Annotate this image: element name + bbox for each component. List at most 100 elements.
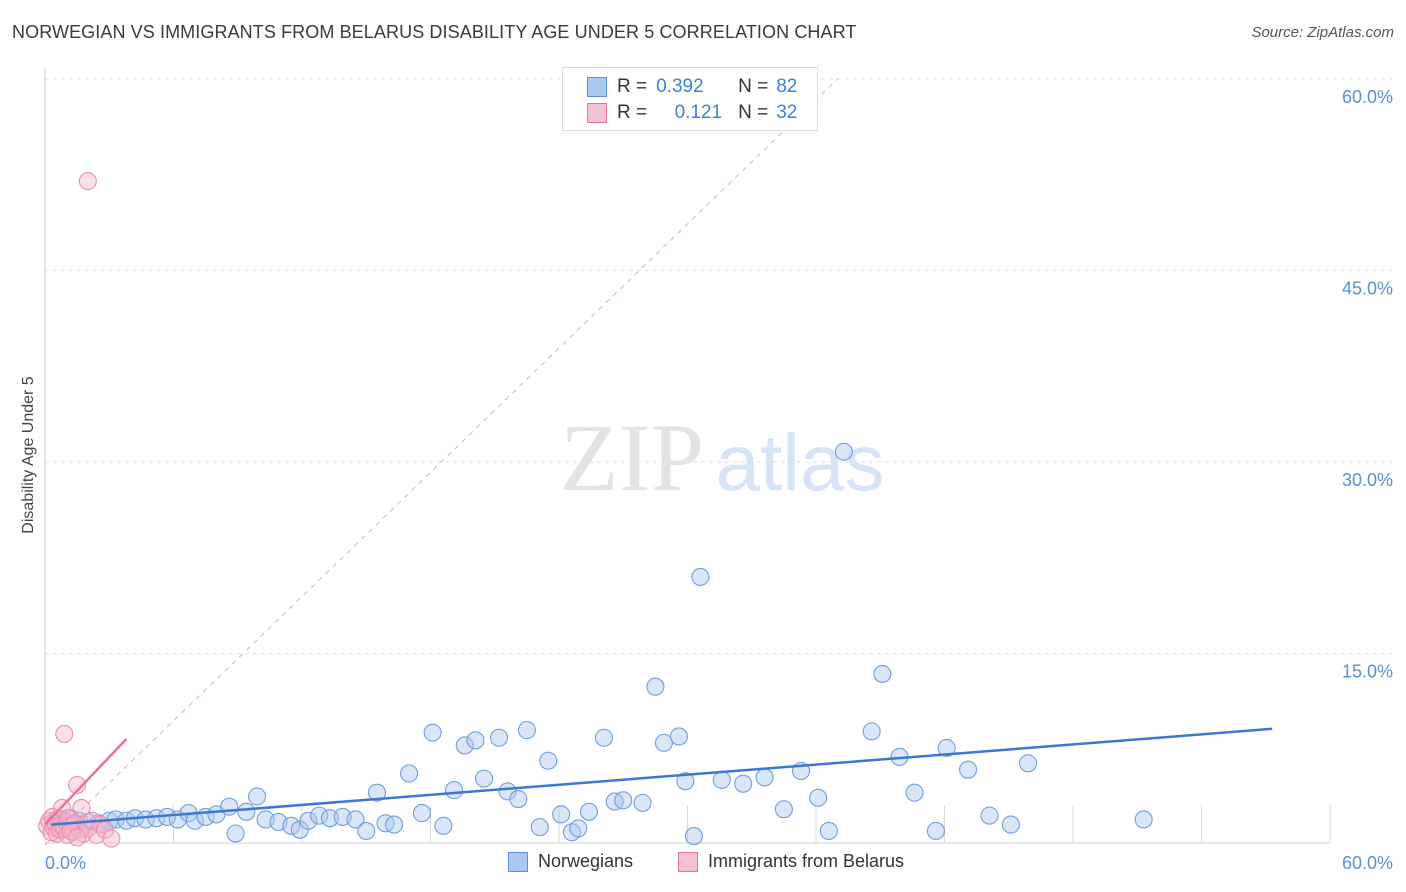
point-norwegians (755, 768, 774, 787)
point-norwegians (346, 810, 365, 829)
point-norwegians (774, 800, 793, 819)
point-belarus (78, 172, 97, 191)
watermark-zip: ZIP (560, 404, 704, 511)
point-norwegians (691, 567, 710, 586)
point-norwegians (1018, 754, 1038, 773)
point-belarus (68, 828, 87, 847)
bottom-legend: Norwegians Immigrants from Belarus (0, 851, 1406, 879)
y-tick-label: 30.0% (1342, 470, 1393, 490)
point-norwegians (489, 728, 509, 747)
legend-r-label: R = (617, 76, 648, 97)
legend-n-value: 32 (776, 102, 798, 123)
point-norwegians (862, 722, 881, 741)
point-norwegians (320, 809, 339, 828)
legend-row-norwegians: R = 0.392 N = 82 (587, 75, 797, 99)
trend-belarus (44, 738, 128, 826)
bottom-legend-belarus: Immigrants from Belarus (678, 851, 904, 872)
legend-row-belarus: R = 0.121 N = 32 (587, 101, 797, 125)
point-norwegians (423, 723, 442, 742)
point-norwegians (310, 806, 329, 825)
point-norwegians (282, 816, 301, 835)
point-norwegians (357, 821, 376, 841)
point-norwegians (247, 787, 267, 806)
grid-lines (45, 78, 1392, 654)
chart-title: NORWEGIAN VS IMMIGRANTS FROM BELARUS DIS… (12, 22, 857, 42)
point-norwegians (594, 728, 614, 747)
point-norwegians (474, 769, 494, 788)
point-norwegians (1134, 810, 1153, 829)
point-norwegians (385, 815, 404, 834)
point-norwegians (809, 788, 828, 807)
legend-r-value: 0.121 (674, 102, 723, 123)
point-norwegians (226, 824, 245, 843)
point-norwegians (633, 793, 652, 812)
bottom-legend-label: Immigrants from Belarus (708, 851, 905, 871)
legend-n-value: 82 (776, 76, 798, 97)
diagonal-reference (44, 78, 838, 846)
point-norwegians (400, 764, 419, 783)
x-tick-label: 0.0% (45, 853, 86, 873)
tick-labels: 15.0% 30.0% 45.0% 60.0% 0.0% 60.0% (45, 87, 1393, 873)
point-belarus (87, 825, 106, 844)
point-norwegians (237, 802, 256, 821)
point-norwegians (676, 772, 695, 791)
y-tick-label: 15.0% (1342, 662, 1393, 682)
point-norwegians (299, 811, 318, 830)
legend-n-label: N = (738, 102, 769, 123)
y-axis-label: Disability Age Under 5 (20, 376, 37, 534)
point-norwegians (579, 802, 599, 821)
legend-n-label: N = (738, 76, 769, 97)
point-belarus (55, 724, 74, 743)
y-tick-label: 45.0% (1342, 279, 1393, 299)
point-norwegians (905, 783, 924, 802)
point-norwegians (819, 821, 838, 841)
point-norwegians (466, 731, 485, 750)
point-norwegians (654, 733, 673, 752)
point-norwegians (434, 816, 453, 835)
point-norwegians (937, 738, 956, 758)
point-norwegians (980, 806, 999, 825)
point-norwegians (569, 819, 588, 838)
point-norwegians (220, 797, 239, 816)
point-norwegians (646, 677, 665, 696)
legend-r-value: 0.392 (656, 76, 704, 97)
point-belarus (68, 775, 87, 795)
source-label: Source: ZipAtlas.com (1251, 24, 1394, 41)
watermark-atlas: atlas (716, 418, 885, 507)
point-norwegians (455, 736, 474, 755)
legend-swatch-blue (587, 77, 607, 97)
bottom-swatch-pink (678, 851, 698, 872)
point-norwegians (712, 770, 731, 789)
watermark: ZIP atlas (560, 404, 884, 511)
point-norwegians (509, 789, 528, 809)
point-norwegians (834, 442, 853, 461)
point-norwegians (669, 727, 688, 746)
bottom-swatch-blue (508, 851, 528, 872)
bottom-legend-label: Norwegians (538, 851, 634, 871)
point-norwegians (734, 774, 753, 793)
point-norwegians (445, 781, 464, 800)
point-norwegians (684, 827, 703, 846)
point-norwegians (412, 804, 431, 823)
point-norwegians (539, 751, 558, 770)
legend-r-label: R = (617, 102, 648, 123)
trend-lines (44, 727, 1273, 826)
y-tick-label: 60.0% (1342, 87, 1393, 107)
point-norwegians (517, 721, 536, 740)
x-tick-label: 60.0% (1342, 853, 1393, 873)
legend-swatch-pink (587, 103, 607, 123)
bottom-legend-norwegians: Norwegians (508, 851, 633, 872)
point-norwegians (926, 821, 945, 841)
point-norwegians (873, 664, 892, 683)
point-norwegians (367, 783, 387, 802)
series-belarus (38, 172, 121, 848)
reference-line (44, 78, 838, 846)
point-belarus (102, 829, 121, 848)
point-norwegians (552, 805, 571, 824)
trend-norwegians (51, 727, 1273, 826)
point-norwegians (1001, 815, 1020, 834)
point-norwegians (530, 818, 549, 837)
point-norwegians (959, 760, 978, 779)
stats-legend: R = 0.392 N = 82 R = 0.121 N = 32 (562, 67, 818, 131)
